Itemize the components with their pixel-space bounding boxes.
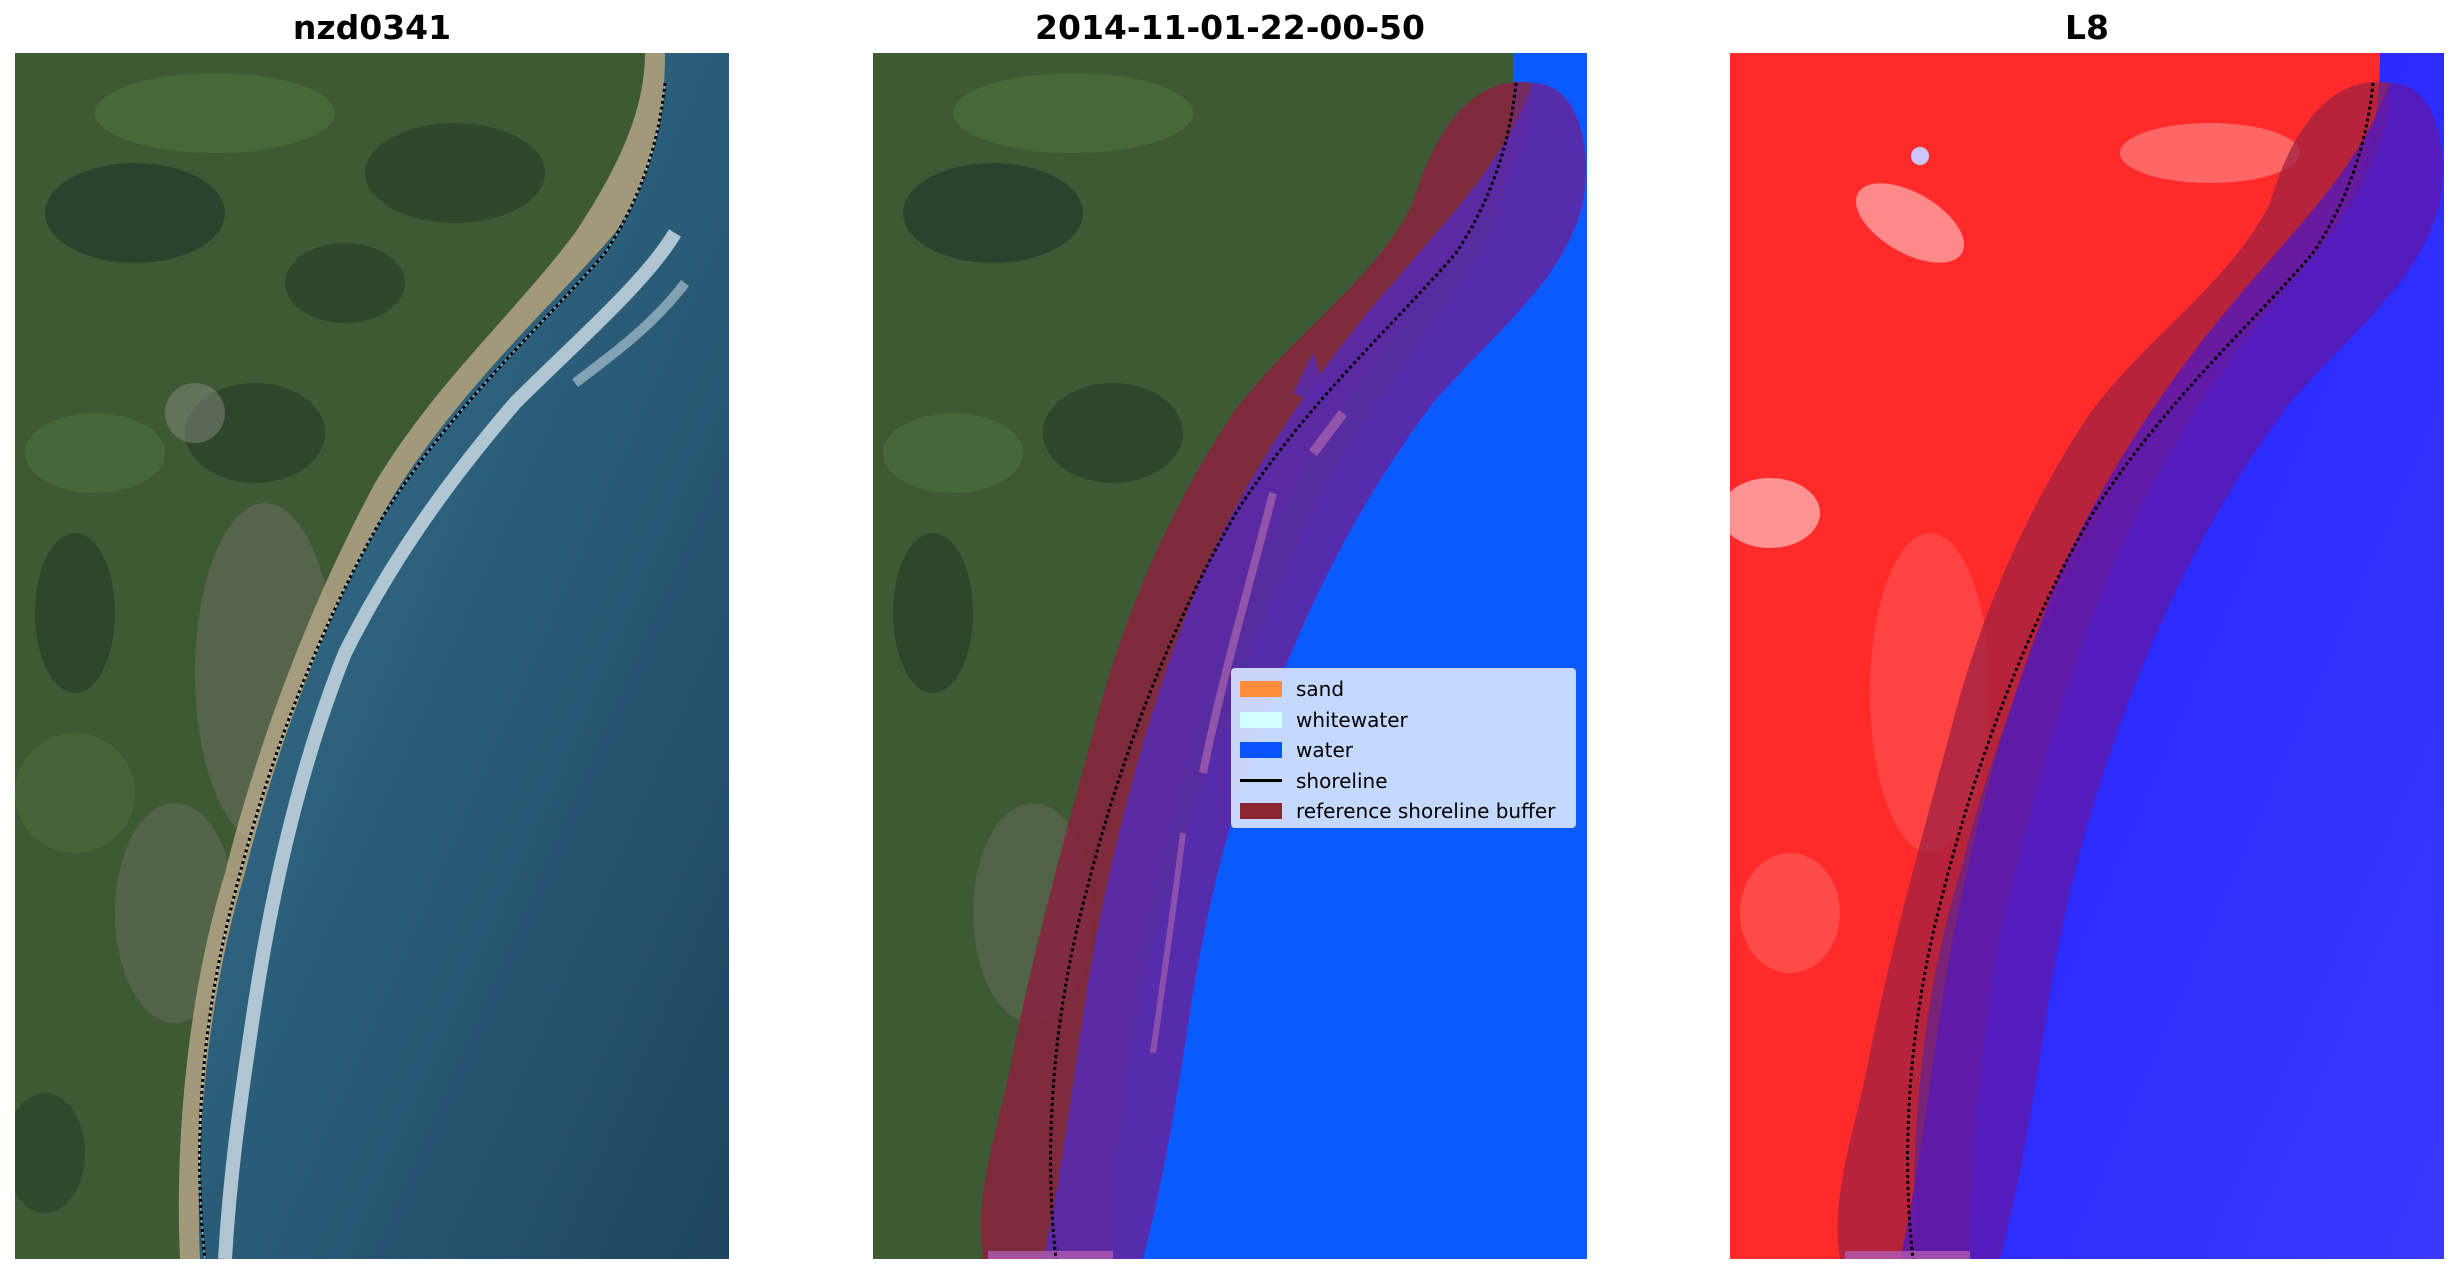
legend-line-shoreline	[1240, 779, 1282, 783]
legend-item-shoreline: shoreline	[1240, 766, 1567, 797]
panel-title-classification: 2014-11-01-22-00-50	[1035, 8, 1425, 47]
legend: sand whitewater water shoreline referenc…	[1231, 668, 1576, 828]
l8-index-image	[1730, 53, 2444, 1259]
legend-label-shoreline: shoreline	[1296, 768, 1388, 793]
rgb-satellite-image	[15, 53, 729, 1259]
legend-label-buffer: reference shoreline buffer	[1296, 799, 1556, 824]
legend-label-sand: sand	[1296, 677, 1345, 702]
legend-item-water: water	[1240, 735, 1567, 766]
legend-item-whitewater: whitewater	[1240, 705, 1567, 736]
panel-title-l8: L8	[2065, 8, 2109, 47]
legend-label-whitewater: whitewater	[1296, 707, 1408, 732]
panel-title-rgb: nzd0341	[292, 8, 452, 47]
legend-swatch-sand	[1240, 681, 1282, 698]
l8-panel	[1730, 53, 2444, 1259]
legend-swatch-whitewater	[1240, 711, 1282, 728]
classification-image	[873, 53, 1587, 1259]
legend-swatch-water	[1240, 742, 1282, 759]
legend-item-sand: sand	[1240, 674, 1567, 705]
legend-label-water: water	[1296, 738, 1353, 763]
legend-item-buffer: reference shoreline buffer	[1240, 796, 1567, 827]
classification-panel	[873, 53, 1587, 1259]
legend-swatch-buffer	[1240, 803, 1282, 820]
rgb-image-panel	[15, 53, 729, 1259]
